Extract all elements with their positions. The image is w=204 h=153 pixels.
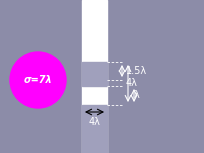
Text: 4λ: 4λ (89, 117, 100, 127)
Bar (82, 62, 107, 80)
Text: 4λ: 4λ (126, 78, 138, 88)
Bar (82, 0, 107, 153)
Text: 1.5λ: 1.5λ (126, 66, 147, 76)
Bar (82, 80, 107, 86)
Text: λ: λ (134, 91, 140, 101)
Circle shape (10, 52, 66, 108)
Text: σ=7λ: σ=7λ (24, 75, 52, 85)
Bar (82, 105, 107, 153)
